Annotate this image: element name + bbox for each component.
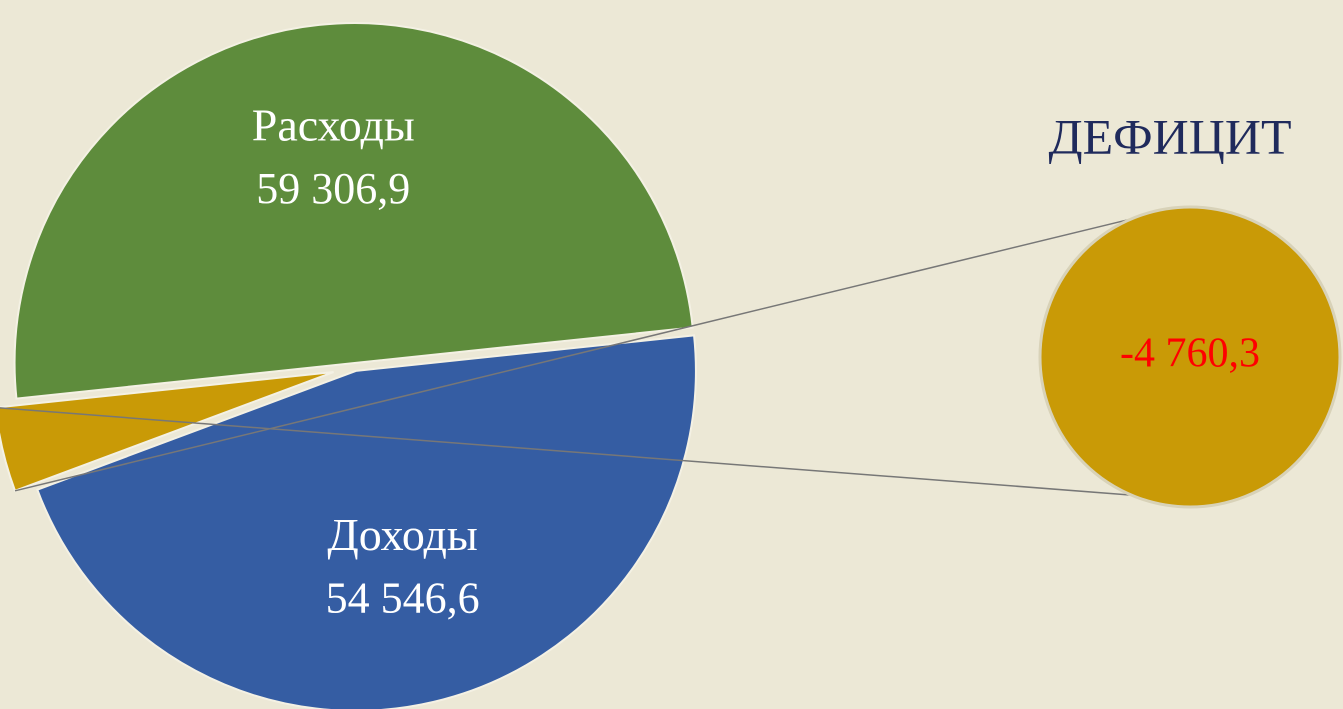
connector (14, 218, 1132, 492)
category-label: Расходы (252, 100, 415, 151)
connector (0, 407, 1132, 496)
zoom-circle (1038, 205, 1342, 509)
category-label: Доходы (327, 509, 477, 560)
pie-slice (0, 371, 334, 493)
pie-slice (13, 22, 694, 400)
value-label: 59 306,9 (256, 164, 410, 213)
pie-slice (36, 334, 697, 709)
value-label: -4 760,3 (1120, 331, 1260, 377)
value-label: 54 546,6 (326, 574, 480, 623)
deficit-title: ДЕФИЦИТ (1048, 108, 1291, 164)
